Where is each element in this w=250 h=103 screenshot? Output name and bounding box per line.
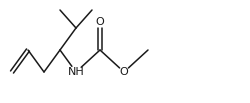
Text: O: O bbox=[120, 67, 128, 77]
Text: NH: NH bbox=[68, 67, 84, 77]
Text: O: O bbox=[96, 17, 104, 27]
